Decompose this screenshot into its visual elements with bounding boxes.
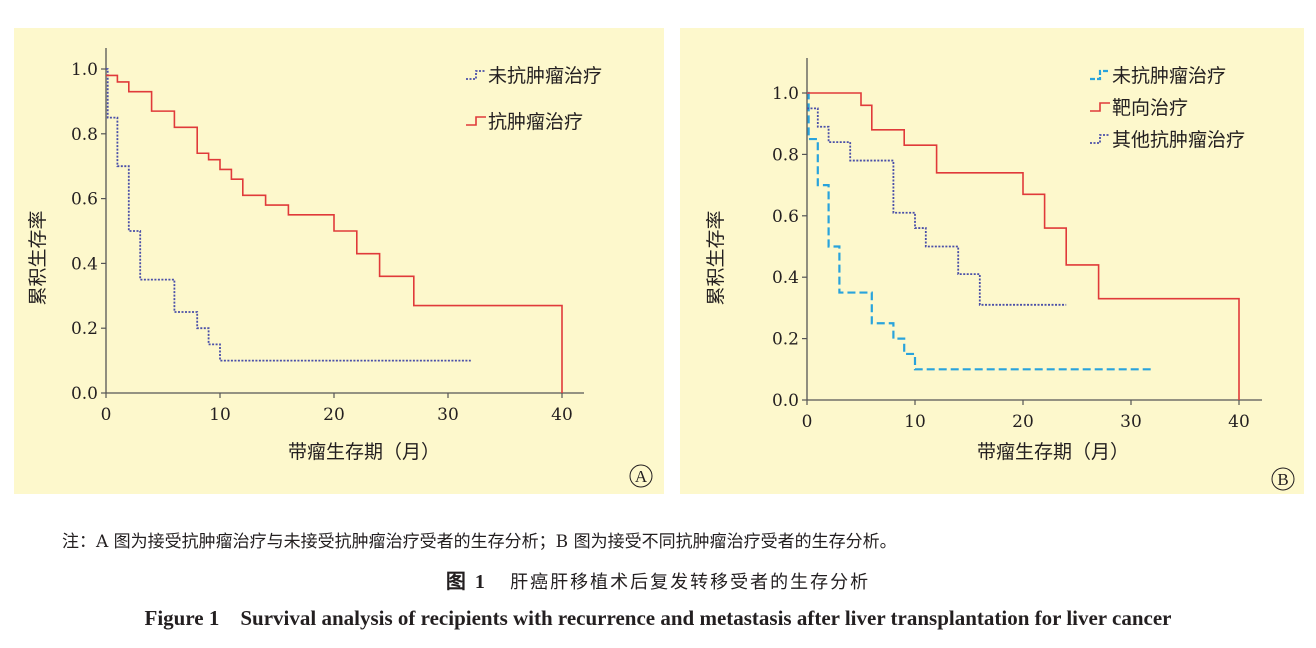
series-line-3 xyxy=(807,107,1067,306)
survival-chart-b: 0.0 0.2 0.4 0.6 0.8 1.0 0 10 20 30 40 带瘤生存期（月） 累积生存率… xyxy=(705,58,1295,491)
legend-label-2: 靶向治疗 xyxy=(1112,97,1188,119)
y-tick-label: 0.4 xyxy=(71,254,98,274)
y-tick-label: 0.0 xyxy=(71,384,98,404)
y-tick-label: 0.4 xyxy=(772,268,799,288)
legend-label-3: 其他抗肿瘤治疗 xyxy=(1112,129,1245,151)
survival-chart-a: 0.0 0.2 0.4 0.6 0.8 1.0 0 10 20 30 40 带瘤生存期（月） 累积生存率… xyxy=(27,48,653,488)
panel-label-circle xyxy=(629,464,653,488)
y-axis-label: 累积生存率 xyxy=(27,210,49,305)
figure-caption-zh: 图 1 肝癌肝移植术后复发转移受者的生存分析 xyxy=(0,565,1316,594)
x-tick-label: 10 xyxy=(904,412,926,432)
y-tick-label: 0.8 xyxy=(772,145,799,165)
figure-caption-en: Figure 1 Survival analysis of recipients… xyxy=(144,606,1172,630)
x-tick-label: 20 xyxy=(1012,412,1034,432)
series-line-1 xyxy=(807,91,1153,371)
figure-title-zh: 肝癌肝移植术后复发转移受者的生存分析 xyxy=(510,572,871,593)
y-tick-label: 1.0 xyxy=(772,84,799,104)
x-tick-label: 30 xyxy=(437,405,459,425)
x-tick-label: 40 xyxy=(551,405,573,425)
x-tick-label: 0 xyxy=(101,405,112,425)
y-tick-label: 0.6 xyxy=(772,207,799,227)
series-line-2 xyxy=(807,92,1240,400)
legend-swatch-2 xyxy=(466,116,486,126)
x-tick-label: 40 xyxy=(1228,412,1250,432)
y-axis-label: 累积生存率 xyxy=(705,210,727,305)
x-axis-label: 带瘤生存期（月） xyxy=(288,441,440,463)
y-tick-label: 0.0 xyxy=(772,391,799,411)
legend-swatch-2 xyxy=(1090,102,1110,112)
figure-number-zh: 图 1 xyxy=(445,571,487,593)
series-line-2 xyxy=(106,74,563,393)
x-axis-label: 带瘤生存期（月） xyxy=(977,441,1129,463)
legend-swatch-3 xyxy=(1090,134,1110,144)
y-tick-label: 0.6 xyxy=(71,190,98,210)
legend-swatch-1 xyxy=(1090,69,1110,81)
chart-panel-a: 0.0 0.2 0.4 0.6 0.8 1.0 0 10 20 30 40 带瘤生存期（月） 累积生存率… xyxy=(14,28,664,494)
y-tick-label: 0.2 xyxy=(772,330,799,350)
y-tick-label: 0.8 xyxy=(71,125,98,145)
y-tick-label: 1.0 xyxy=(71,60,98,80)
x-tick-label: 20 xyxy=(323,405,345,425)
series-line-1 xyxy=(106,68,471,362)
panel-label: A xyxy=(635,467,648,486)
x-tick-label: 30 xyxy=(1120,412,1142,432)
legend-label-1: 未抗肿瘤治疗 xyxy=(488,65,602,87)
legend-swatch-1 xyxy=(466,70,486,80)
chart-panel-b: 0.0 0.2 0.4 0.6 0.8 1.0 0 10 20 30 40 带瘤生存期（月） 累积生存率… xyxy=(680,28,1304,494)
legend-label-1: 未抗肿瘤治疗 xyxy=(1112,65,1226,87)
panel-label-circle xyxy=(1271,467,1295,491)
figure-note: 注：A 图为接受抗肿瘤治疗与未接受抗肿瘤治疗受者的生存分析；B 图为接受不同抗肿… xyxy=(62,532,897,552)
y-tick-label: 0.2 xyxy=(71,319,98,339)
x-tick-label: 10 xyxy=(209,405,231,425)
panel-label: B xyxy=(1277,470,1288,489)
legend-label-2: 抗肿瘤治疗 xyxy=(488,111,583,133)
x-tick-label: 0 xyxy=(802,412,813,432)
